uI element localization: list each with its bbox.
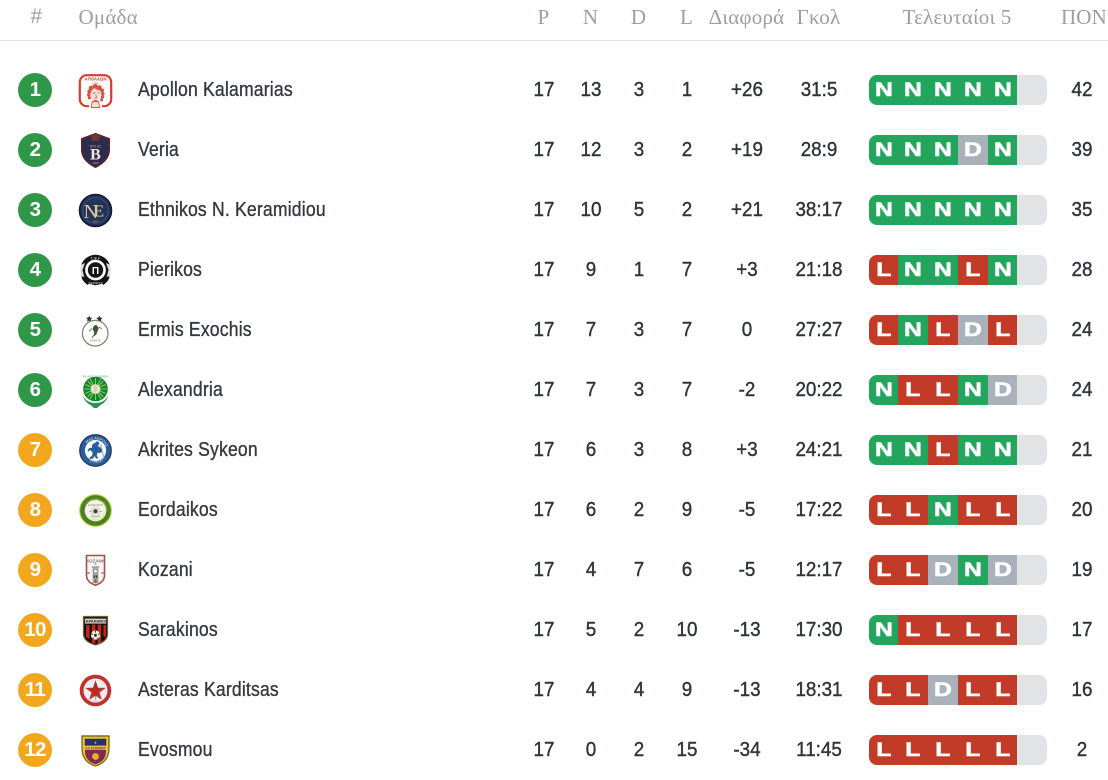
svg-text:Α.Σ ΕΥΟΣΜΟΥ: Α.Σ ΕΥΟΣΜΟΥ (85, 746, 105, 750)
svg-text:B: B (90, 147, 101, 164)
svg-text:ΚΟΖΑΝΗ: ΚΟΖΑΝΗ (86, 559, 105, 564)
svg-text:♦: ♦ (94, 740, 97, 745)
svg-text:ΚΑΛ: ΚΑΛ (92, 81, 98, 85)
svg-text:N: N (84, 201, 98, 223)
svg-text:ΝΠΣ ΑΣ: ΝΠΣ ΑΣ (90, 145, 101, 149)
svg-text:ΕΟΡΔΑΙΚΟΣ: ΕΟΡΔΑΙΚΟΣ (88, 503, 103, 507)
svg-text:ΠΙΕΡΙΚΟΣ: ΠΙΕΡΙΚΟΣ (87, 281, 104, 285)
svg-text:ΕΡΜΗΣ: ΕΡΜΗΣ (90, 339, 101, 343)
svg-text:ΑΠΟΛΛΩΝ: ΑΠΟΛΛΩΝ (84, 77, 106, 82)
svg-text:1960: 1960 (92, 161, 99, 165)
svg-text:1921: 1921 (92, 700, 99, 704)
svg-text:Σ.Φ.Κ: Σ.Φ.Κ (91, 257, 101, 261)
svg-text:ΑΣ ΑΛΕΞΑΝΔΡΕΙΑ: ΑΣ ΑΛΕΞΑΝΔΡΕΙΑ (83, 375, 109, 379)
svg-text:ΣΥΚΕΩΝ: ΣΥΚΕΩΝ (89, 457, 104, 464)
svg-text:E: E (94, 202, 104, 221)
svg-text:Π: Π (92, 266, 99, 277)
svg-text:1927: 1927 (92, 220, 99, 224)
svg-text:ΣΑΡΑΚΗΝΟΣ: ΣΑΡΑΚΗΝΟΣ (83, 619, 108, 624)
